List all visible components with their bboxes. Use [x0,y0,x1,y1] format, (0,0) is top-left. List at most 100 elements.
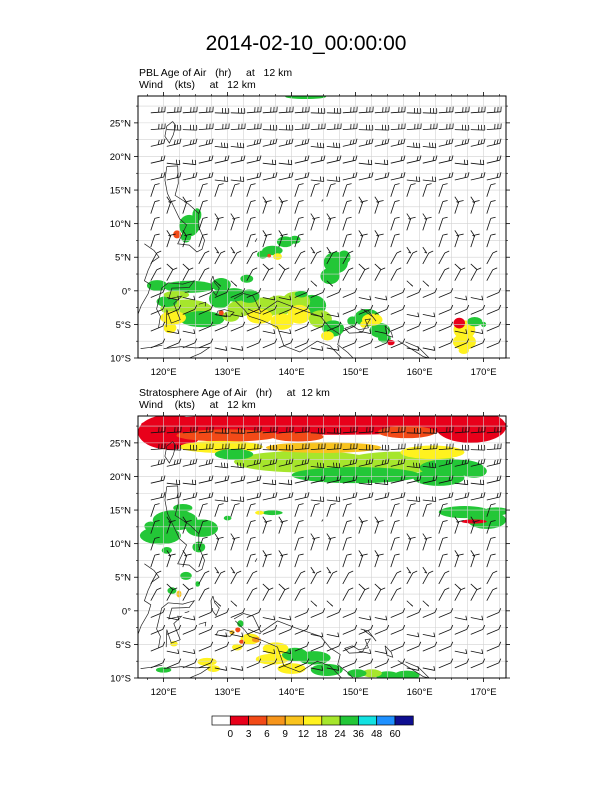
wind-barb [438,641,454,652]
wind-barb [150,658,166,669]
wind-barb [406,570,418,585]
wind-barb [486,570,498,585]
wind-barb [310,475,326,484]
field-region [394,670,420,678]
wind-barb [406,462,421,469]
colorbar-label: 12 [298,729,310,740]
wind-barb [406,475,422,484]
colorbar-swatch [394,715,414,726]
wind-barb [182,553,192,568]
wind-barb [150,172,166,181]
wind-barb [214,107,230,114]
field-region [237,620,244,627]
wind-barb [310,176,325,182]
wind-barb [214,321,230,332]
coastline [247,628,261,635]
wind-barb [150,587,162,601]
wind-barb [294,250,306,265]
wind-barb [470,550,476,557]
wind-barb [326,566,332,574]
wind-barb [150,520,160,534]
wind-barb [326,496,341,502]
wind-barb [358,553,368,568]
wind-barb [454,492,470,501]
wind-barb [214,312,228,318]
wind-barb [486,553,496,568]
wind-barb [374,553,384,568]
wind-barb [246,250,258,265]
wind-barb [310,496,325,502]
field-region [139,526,181,545]
wind-barb [166,444,182,451]
wind-barb [390,155,406,164]
wind-barb [262,583,270,590]
wind-barb [326,288,342,298]
y-tick-label: 15°N [110,186,131,197]
coastline [233,613,354,678]
field-region [180,571,192,580]
wind-barb [422,155,438,164]
wind-barb [358,138,374,147]
coastline [397,340,430,358]
coastline [360,628,377,642]
coastline [233,293,354,358]
field-region [146,280,168,291]
wind-barb [454,338,470,349]
wind-barb [422,250,434,265]
wind-barb [278,615,292,621]
wind-barb [358,172,374,181]
wind-barb [438,267,450,281]
wind-barb [374,649,388,655]
wind-barb [166,624,182,635]
wind-barb [150,570,162,585]
wind-barb [470,444,486,451]
wind-barb [358,615,372,621]
colorbar-label: 18 [316,729,328,740]
wind-barb [166,658,182,669]
wind-barb [214,123,230,130]
field-region [218,310,224,316]
field-region [347,316,358,326]
field-region [207,665,220,672]
colorbar-swatch [266,715,286,726]
field-region [163,290,190,299]
colorbar-swatch [376,715,396,726]
y-tick-label: 5°N [115,573,131,584]
field-region [453,317,466,329]
wind-barb [390,624,406,635]
wind-barb [262,624,278,635]
wind-barb [342,138,358,147]
wind-barb [406,666,420,671]
wind-barb [358,329,372,335]
wind-barb [214,246,220,254]
wind-barb [342,288,358,298]
wind-barb [278,587,290,601]
wind-barb [214,608,230,618]
wind-barb [278,520,288,534]
wind-barb [422,216,432,231]
wind-barb [406,288,422,298]
wind-barb [454,159,469,166]
wind-barb [246,200,256,214]
wind-barb [486,520,496,534]
wind-barb [342,172,358,181]
wind-barb [470,159,485,166]
wind-barb [182,624,198,635]
wind-barb [310,107,326,114]
wind-barb [390,475,406,484]
wind-barb [150,106,166,114]
wind-barb [374,267,386,281]
wind-barb [358,458,374,467]
wind-barb [486,200,496,214]
wind-barb [374,233,384,248]
wind-barb [166,329,180,335]
wind-barb [470,658,486,669]
wind-barb [326,427,342,434]
colorbar-label: 6 [264,729,270,740]
wind-barb [230,600,238,607]
wind-barb [470,106,486,114]
wind-barb [214,666,228,671]
wind-barb [374,615,388,621]
wind-barb [310,142,325,149]
wind-barb [198,608,214,618]
